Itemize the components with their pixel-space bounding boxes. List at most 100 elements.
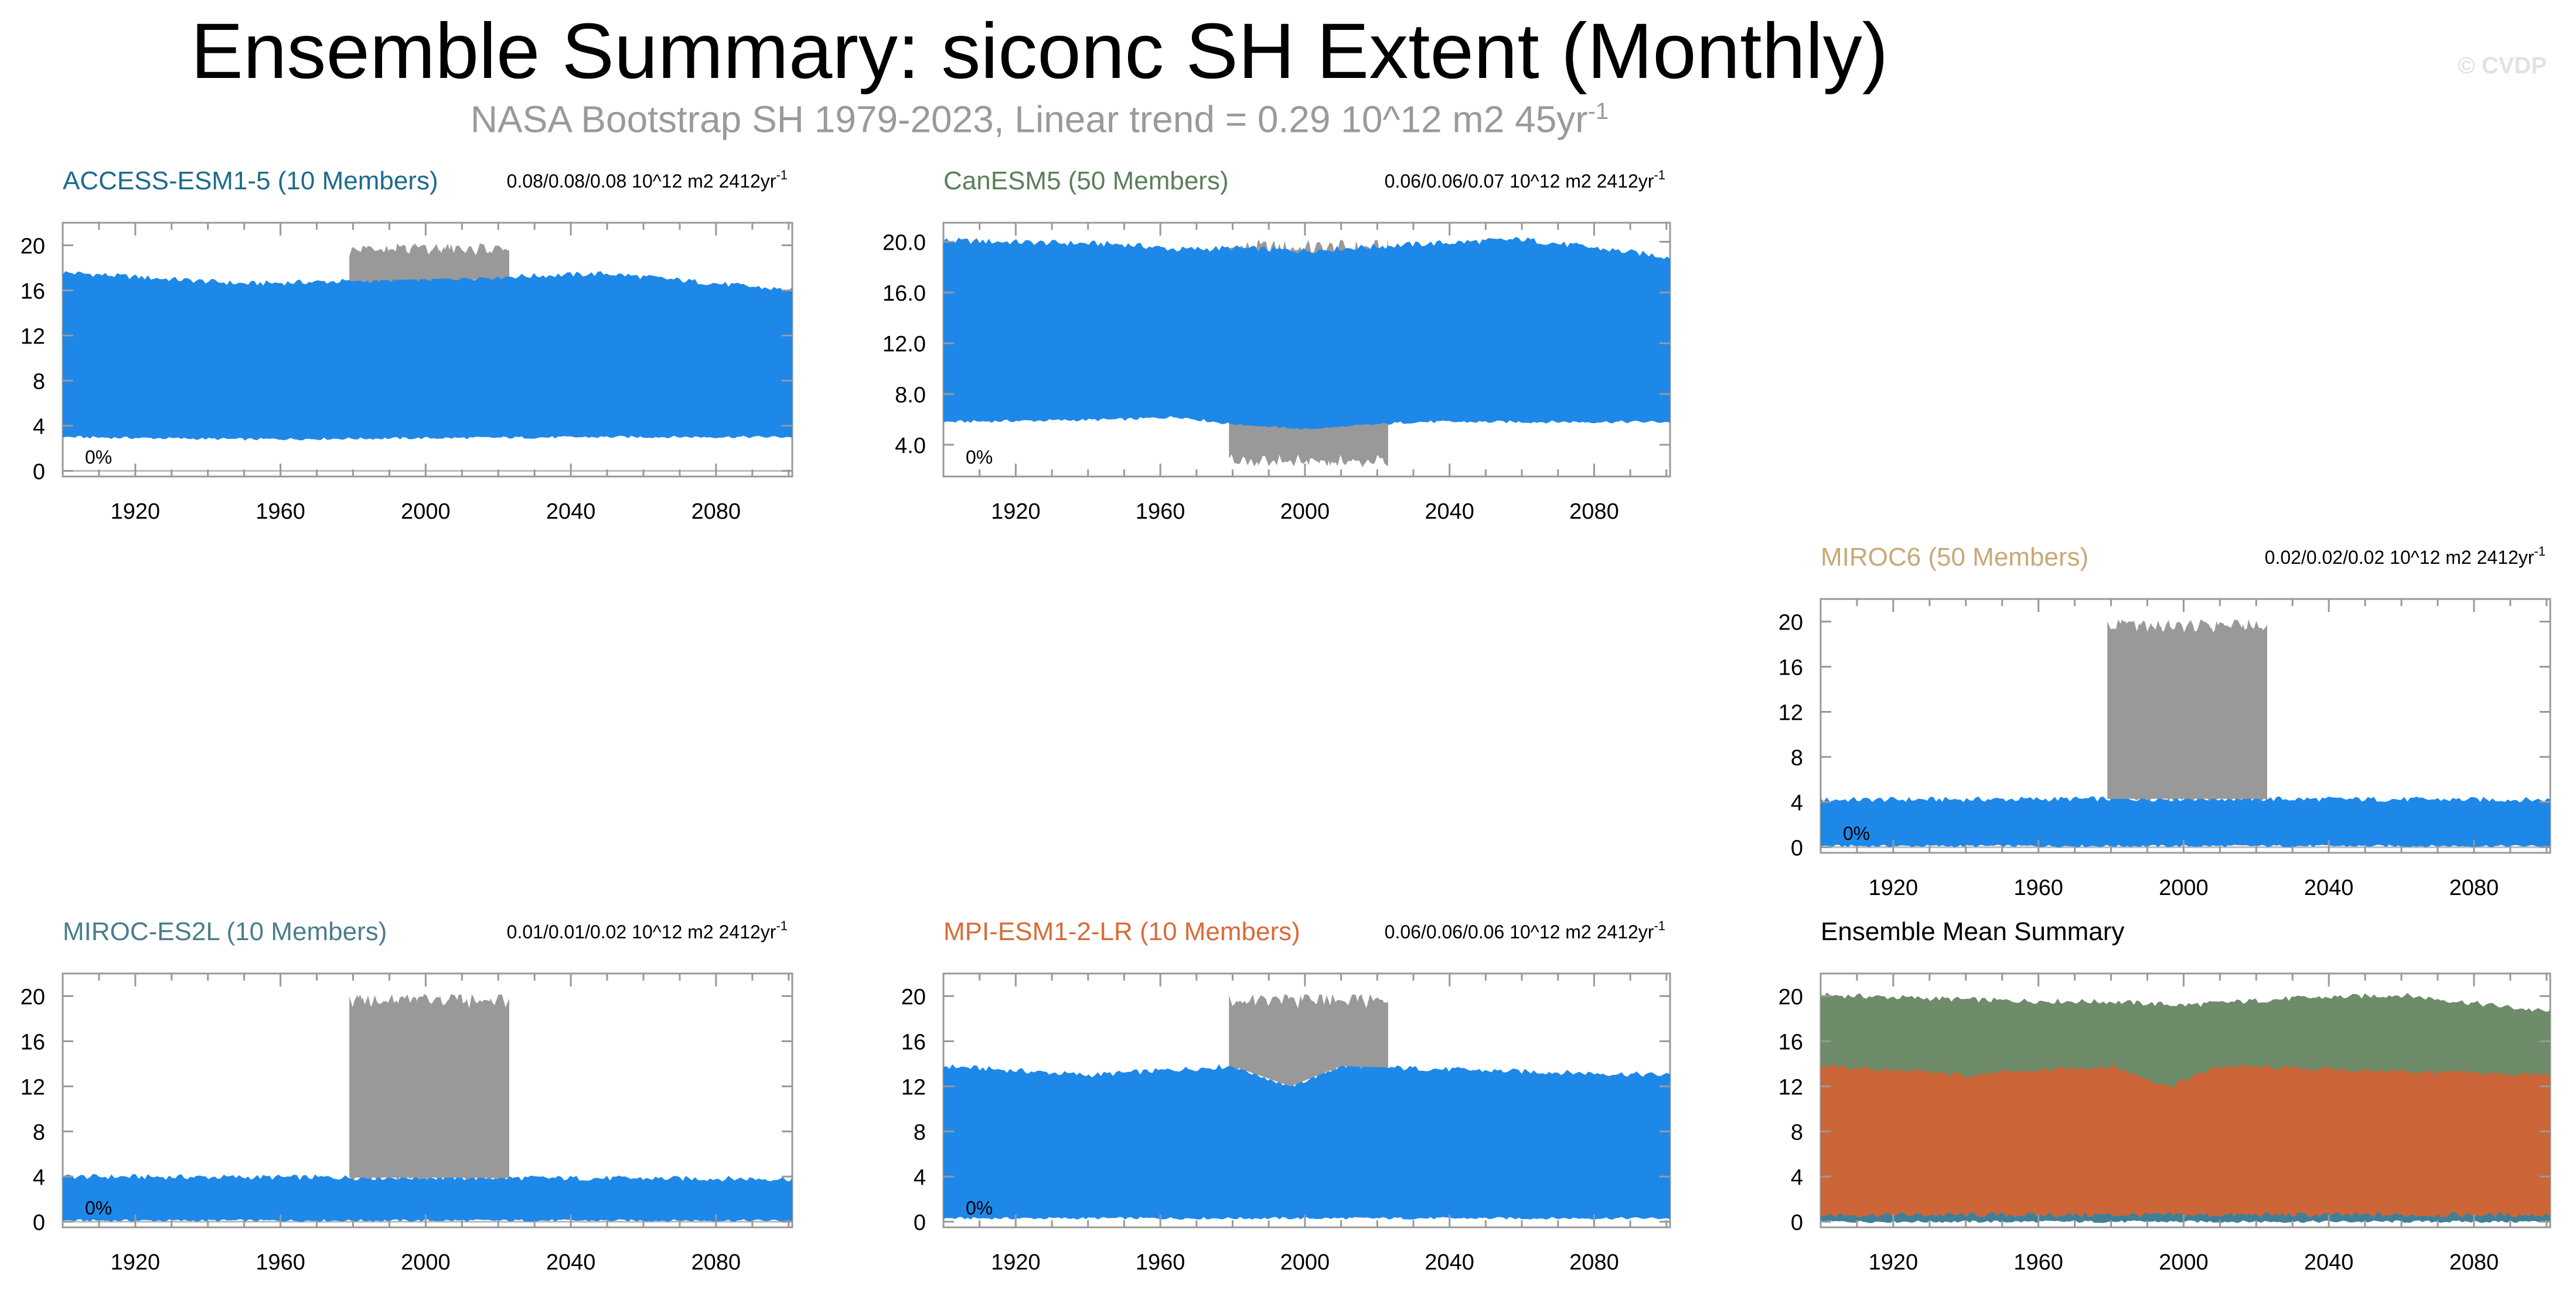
x-tick-label: 1920 bbox=[111, 1250, 161, 1275]
x-tick-label: 2080 bbox=[1569, 499, 1619, 524]
y-tick-label: 4 bbox=[33, 1165, 45, 1190]
ensemble-spread-band bbox=[1821, 1212, 2550, 1223]
y-tick-label: 0 bbox=[1791, 1210, 1803, 1235]
observations-peaks bbox=[349, 994, 509, 1178]
y-tick-label: 12 bbox=[1778, 700, 1803, 725]
y-tick-label: 8.0 bbox=[895, 383, 926, 407]
x-tick-label: 1960 bbox=[2013, 876, 2063, 900]
panel-trend-superscript: -1 bbox=[776, 918, 788, 933]
y-tick-label: 16.0 bbox=[882, 281, 926, 306]
y-tick-label: 8 bbox=[33, 369, 45, 394]
panel-title: Ensemble Mean Summary bbox=[1821, 917, 2124, 946]
y-tick-label: 20 bbox=[21, 234, 45, 258]
y-tick-label: 16 bbox=[1778, 655, 1803, 680]
y-tick-label: 0 bbox=[33, 1210, 45, 1235]
y-tick-label: 16 bbox=[901, 1030, 926, 1054]
y-tick-label: 12 bbox=[21, 324, 45, 349]
y-tick-label: 12.0 bbox=[882, 332, 926, 357]
y-tick-label: 4 bbox=[1791, 791, 1803, 815]
panel-corner-label: 0% bbox=[1843, 823, 1870, 844]
x-tick-label: 1920 bbox=[111, 499, 161, 524]
chart-panel-miroc6: 0 4 8 12 16 20 1920 1960 2000 2040 2080 MIROC6 (50 … bbox=[1778, 543, 2551, 900]
panel-corner-label: 0% bbox=[85, 447, 112, 468]
page-title: Ensemble Summary: siconc SH Extent (Mont… bbox=[190, 8, 1889, 95]
panel-corner-label: 0% bbox=[85, 1197, 112, 1219]
x-tick-label: 1960 bbox=[1136, 1250, 1185, 1275]
x-tick-label: 2080 bbox=[691, 1250, 741, 1275]
y-tick-label: 4.0 bbox=[895, 434, 926, 458]
panel-trend-superscript: -1 bbox=[1654, 168, 1665, 182]
panel-title: MPI-ESM1-2-LR (10 Members) bbox=[943, 917, 1300, 946]
subtitle-text: NASA Bootstrap SH 1979-2023, Linear tren… bbox=[470, 98, 1588, 141]
y-tick-label: 16 bbox=[1778, 1030, 1803, 1054]
x-tick-label: 2000 bbox=[401, 1250, 451, 1275]
y-tick-label: 16 bbox=[21, 1030, 45, 1054]
panel-trend-text: 0.01/0.01/0.02 10^12 m2 2412yr-1 bbox=[507, 918, 788, 942]
y-tick-label: 20 bbox=[1778, 985, 1803, 1009]
x-tick-label: 1920 bbox=[991, 1250, 1041, 1275]
x-tick-label: 1920 bbox=[1869, 1250, 1919, 1275]
y-tick-label: 12 bbox=[901, 1075, 926, 1100]
panel-trend-superscript: -1 bbox=[776, 168, 788, 182]
panel-trend-superscript: -1 bbox=[1654, 918, 1665, 933]
panel-title: MIROC6 (50 Members) bbox=[1821, 543, 2088, 571]
x-tick-label: 1920 bbox=[991, 499, 1041, 524]
ensemble-spread-band bbox=[1821, 796, 2550, 848]
y-tick-label: 0 bbox=[1791, 836, 1803, 860]
y-tick-label: 20.0 bbox=[882, 230, 926, 255]
chart-panel-access: 0 4 8 12 16 20 1920 1960 2000 2040 2080 ACCESS-ESM1… bbox=[21, 166, 793, 524]
panel-title: MIROC-ES2L (10 Members) bbox=[63, 917, 387, 946]
y-tick-label: 4 bbox=[1791, 1165, 1803, 1190]
ensemble-spread-band bbox=[1821, 1064, 2550, 1220]
chart-panel-mirocl: 0 4 8 12 16 20 1920 1960 2000 2040 2080 MIROC-ES2L … bbox=[21, 917, 793, 1275]
panel-trend-text: 0.06/0.06/0.07 10^12 m2 2412yr-1 bbox=[1385, 168, 1665, 192]
ensemble-spread-band bbox=[943, 1064, 1670, 1220]
page-subtitle: NASA Bootstrap SH 1979-2023, Linear tren… bbox=[0, 98, 2079, 140]
y-tick-label: 0 bbox=[914, 1210, 926, 1235]
x-tick-label: 2080 bbox=[691, 499, 741, 524]
x-tick-label: 2080 bbox=[2449, 1250, 2499, 1275]
x-tick-label: 2040 bbox=[546, 499, 596, 524]
panel-title: ACCESS-ESM1-5 (10 Members) bbox=[63, 166, 438, 195]
y-tick-label: 4 bbox=[914, 1165, 926, 1190]
panel-title: CanESM5 (50 Members) bbox=[943, 166, 1229, 195]
x-tick-label: 1920 bbox=[1869, 876, 1919, 900]
observations-peaks bbox=[2107, 620, 2267, 799]
y-tick-label: 4 bbox=[33, 414, 45, 439]
x-tick-label: 2080 bbox=[2449, 876, 2499, 900]
panel-corner-label: 0% bbox=[966, 1197, 993, 1219]
x-tick-label: 2000 bbox=[1280, 1250, 1330, 1275]
x-tick-label: 2000 bbox=[2159, 1250, 2209, 1275]
y-tick-label: 8 bbox=[1791, 1120, 1803, 1145]
y-tick-label: 20 bbox=[901, 985, 926, 1009]
panel-trend-text: 0.06/0.06/0.06 10^12 m2 2412yr-1 bbox=[1385, 918, 1665, 942]
x-tick-label: 2040 bbox=[1425, 499, 1474, 524]
chart-panel-canesm: 4.0 8.0 12.0 16.0 20.0 1920 1960 2000 2040 2080 Ca… bbox=[882, 166, 1671, 524]
observations-peaks bbox=[1229, 994, 1388, 1087]
x-tick-label: 2040 bbox=[1425, 1250, 1474, 1275]
subtitle-superscript: -1 bbox=[1587, 98, 1609, 124]
watermark: © CVDP bbox=[2458, 53, 2547, 79]
x-tick-label: 2040 bbox=[2304, 1250, 2354, 1275]
y-tick-label: 8 bbox=[1791, 746, 1803, 770]
y-tick-label: 20 bbox=[1778, 610, 1803, 635]
x-tick-label: 1960 bbox=[255, 1250, 305, 1275]
observations-peaks bbox=[349, 243, 509, 281]
y-tick-label: 20 bbox=[21, 985, 45, 1009]
x-tick-label: 1960 bbox=[1136, 499, 1185, 524]
x-tick-label: 2000 bbox=[2159, 876, 2209, 900]
x-tick-label: 2000 bbox=[1280, 499, 1330, 524]
y-tick-label: 8 bbox=[33, 1120, 45, 1145]
ensemble-spread-band bbox=[943, 237, 1670, 431]
panel-trend-superscript: -1 bbox=[2534, 544, 2546, 559]
ensemble-spread-band bbox=[63, 1173, 792, 1222]
x-tick-label: 1960 bbox=[255, 499, 305, 524]
y-tick-label: 12 bbox=[21, 1075, 45, 1100]
panel-trend-text: 0.02/0.02/0.02 10^12 m2 2412yr-1 bbox=[2265, 544, 2546, 568]
panel-corner-label: 0% bbox=[966, 447, 993, 468]
y-tick-label: 12 bbox=[1778, 1075, 1803, 1100]
chart-panel-mean: 0 4 8 12 16 20 1920 1960 2000 2040 2080 Ensemble Me… bbox=[1778, 917, 2551, 1275]
x-tick-label: 2000 bbox=[401, 499, 451, 524]
panel-trend-text: 0.08/0.08/0.08 10^12 m2 2412yr-1 bbox=[507, 168, 788, 192]
